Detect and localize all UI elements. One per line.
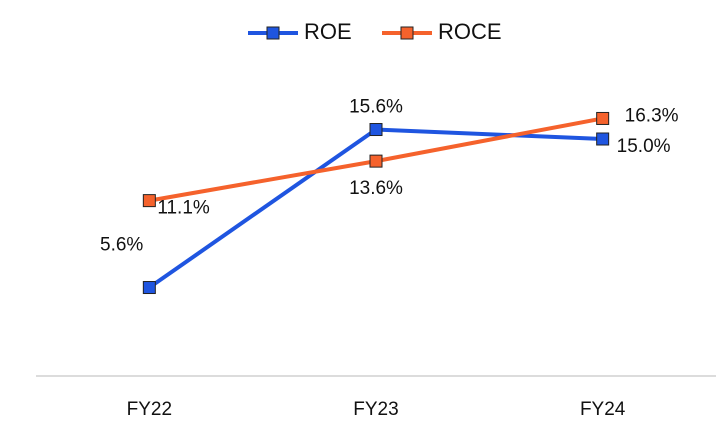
marker	[596, 132, 610, 146]
marker	[142, 194, 156, 208]
x-tick-label: FY23	[353, 399, 398, 420]
series-line	[148, 127, 603, 290]
marker	[369, 123, 383, 137]
data-label: 13.6%	[349, 178, 403, 199]
legend-label: ROCE	[438, 19, 502, 44]
legend-marker	[266, 26, 280, 40]
data-label: 15.6%	[349, 97, 403, 118]
data-label: 15.0%	[617, 136, 671, 157]
legend-marker	[400, 26, 414, 40]
marker	[142, 281, 156, 295]
legend-label: ROE	[304, 19, 352, 44]
data-label: 16.3%	[625, 105, 679, 126]
marker	[596, 111, 610, 125]
marker	[369, 154, 383, 168]
x-tick-label: FY22	[127, 399, 172, 420]
x-tick-label: FY24	[580, 399, 626, 420]
data-label: 5.6%	[100, 235, 143, 256]
data-label: 11.1%	[157, 198, 210, 219]
